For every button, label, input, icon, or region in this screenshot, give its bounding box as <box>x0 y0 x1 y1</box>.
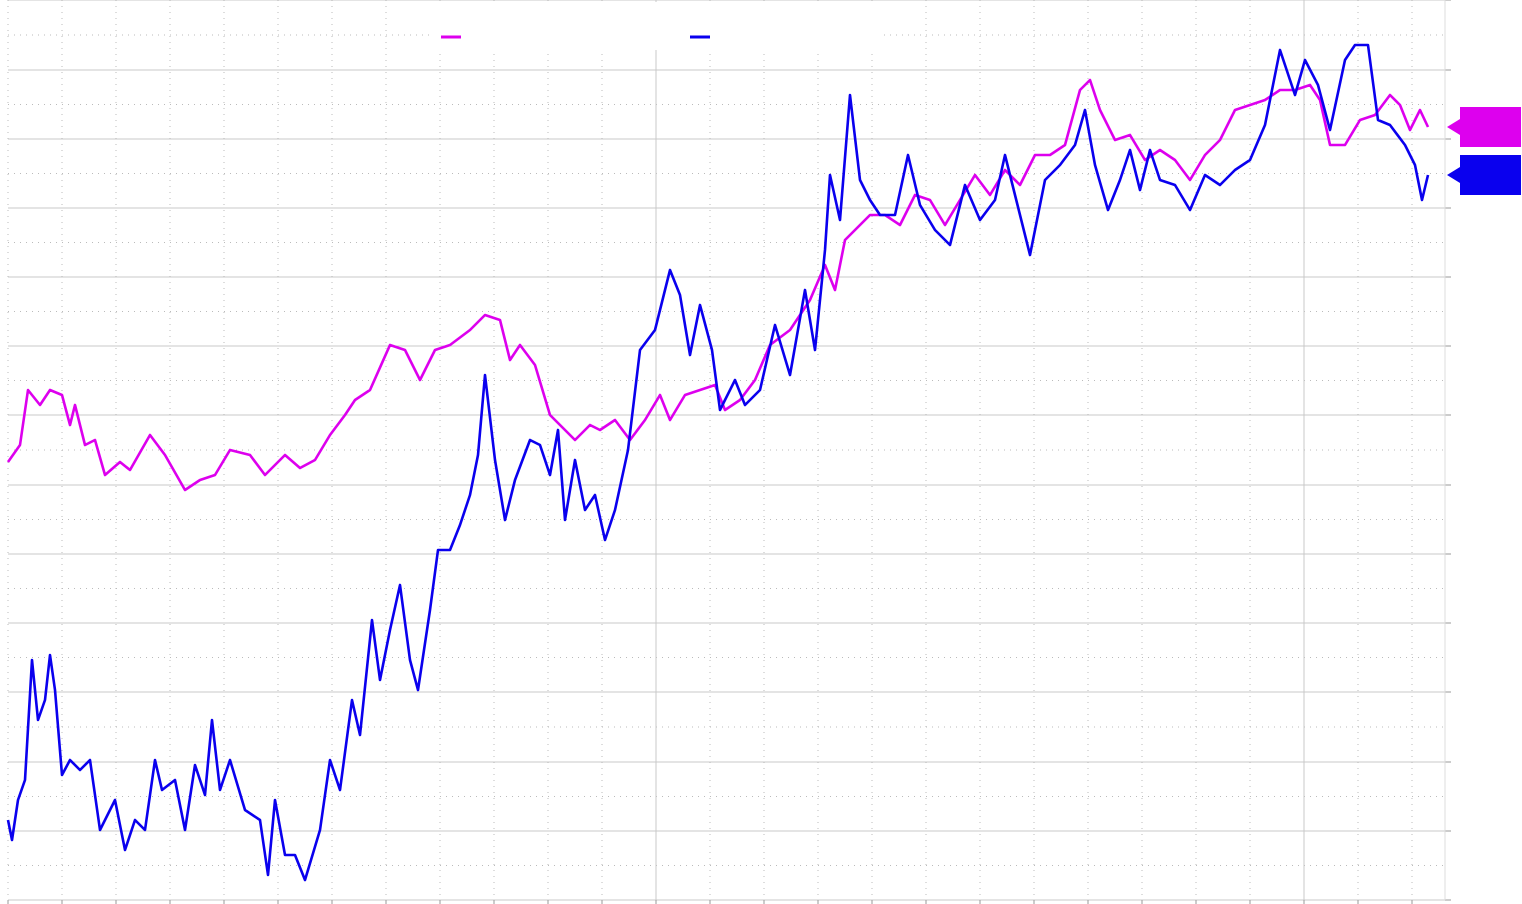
price-tag <box>1447 155 1521 195</box>
series-line <box>6 43 1430 882</box>
price-tag <box>1447 107 1521 147</box>
series-line <box>6 78 1430 492</box>
legend <box>432 2 882 50</box>
